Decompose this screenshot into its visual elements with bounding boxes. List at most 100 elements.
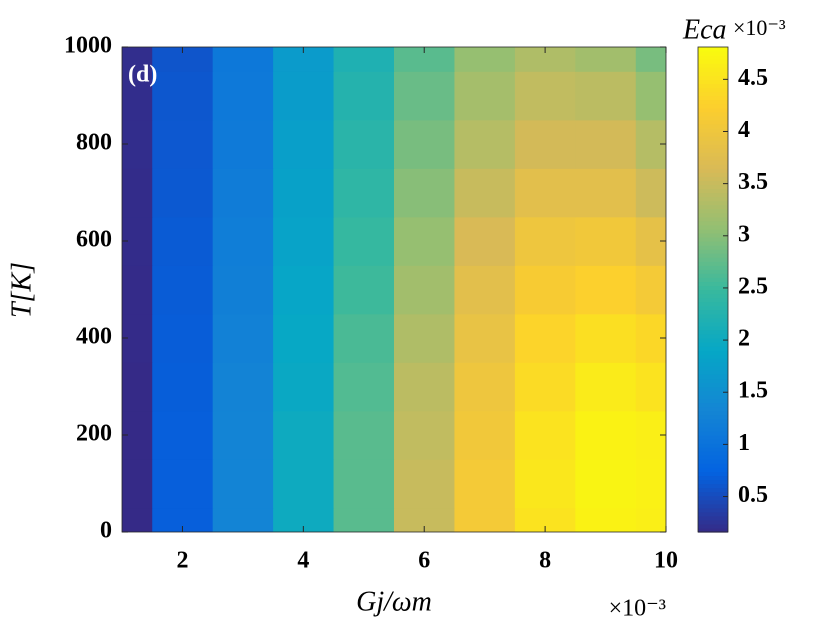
colorbar-segment — [698, 430, 728, 436]
heatmap-cell — [122, 47, 153, 72]
heatmap-cell — [514, 119, 576, 169]
heatmap-cell — [394, 459, 456, 509]
heatmap-cell — [212, 71, 274, 121]
colorbar-segment — [698, 467, 728, 472]
heatmap-cell — [333, 265, 395, 315]
colorbar-segment — [698, 309, 728, 315]
colorbar-segment — [698, 382, 728, 388]
colorbar-segment — [698, 503, 728, 509]
colorbar-segment — [698, 224, 728, 230]
colorbar-segment — [698, 394, 728, 400]
colorbar-segment — [698, 358, 728, 363]
heatmap-cell — [122, 168, 153, 218]
colorbar-tick-label: 3 — [738, 221, 750, 247]
heatmap-cell — [212, 168, 274, 218]
colorbar-segment — [698, 269, 728, 274]
heatmap-cell — [212, 410, 274, 460]
heatmap-cell — [212, 47, 274, 72]
colorbar-segment — [698, 115, 728, 121]
heatmap-cell — [333, 507, 395, 532]
heatmap-cell — [394, 410, 456, 460]
heatmap-cell — [514, 71, 576, 121]
heatmap-cell — [333, 313, 395, 363]
colorbar-segment — [698, 180, 728, 186]
colorbar-segment — [698, 451, 728, 456]
colorbar-segment — [698, 479, 728, 485]
heatmap-cell — [212, 265, 274, 315]
heatmap-cell — [454, 216, 516, 266]
colorbar-segment — [698, 47, 728, 52]
colorbar-segment — [698, 176, 728, 181]
heatmap-cell — [333, 410, 395, 460]
colorbar-segment — [698, 527, 728, 533]
colorbar-segment — [698, 483, 728, 489]
colorbar-segment — [698, 200, 728, 206]
colorbar-segment — [698, 87, 728, 93]
heatmap-cell — [212, 362, 274, 412]
heatmap-cell — [454, 71, 516, 121]
colorbar-segment — [698, 346, 728, 351]
colorbar-segment — [698, 192, 728, 198]
heatmap-cell — [635, 459, 666, 509]
colorbar-segment — [698, 83, 728, 89]
colorbar-segment — [698, 71, 728, 76]
colorbar-segment — [698, 216, 728, 222]
heatmap-cell — [333, 216, 395, 266]
colorbar-segment — [698, 75, 728, 80]
heatmap-cell — [122, 265, 153, 315]
colorbar-segment — [698, 443, 728, 448]
colorbar-segment — [698, 188, 728, 194]
heatmap-cell — [333, 168, 395, 218]
heatmap-cell — [514, 168, 576, 218]
colorbar-segment — [698, 261, 728, 266]
colorbar-segment — [698, 107, 728, 113]
colorbar-segment — [698, 329, 728, 335]
y-tick-label: 600 — [76, 227, 112, 253]
colorbar-segment — [698, 293, 728, 299]
colorbar-segment — [698, 398, 728, 404]
heatmap-cell — [575, 459, 637, 509]
heatmap-cell — [212, 216, 274, 266]
colorbar-tick-label: 2.5 — [738, 273, 768, 299]
colorbar-segment — [698, 418, 728, 424]
heatmap-cell — [454, 410, 516, 460]
colorbar-segment — [698, 99, 728, 105]
colorbar-segment — [698, 435, 728, 440]
y-tick-label: 1000 — [64, 33, 112, 59]
plot-frame — [121, 46, 667, 533]
colorbar-segment — [698, 273, 728, 278]
colorbar-segment — [698, 301, 728, 307]
colorbar-segment — [698, 67, 728, 72]
heatmap-cell — [575, 507, 637, 532]
heatmap-cell — [575, 362, 637, 412]
heatmap-cell — [454, 362, 516, 412]
colorbar-segment — [698, 127, 728, 133]
heatmap-cell — [575, 71, 637, 121]
colorbar-segment — [698, 144, 728, 149]
colorbar-segment — [698, 51, 728, 56]
colorbar-segment — [698, 139, 728, 145]
colorbar-segment — [698, 519, 728, 525]
heatmap-cell — [635, 47, 666, 72]
colorbar-segment — [698, 220, 728, 226]
colorbar-segment — [698, 55, 728, 60]
heatmap-cell — [394, 216, 456, 266]
heatmap-cell — [454, 265, 516, 315]
colorbar-segment — [698, 91, 728, 97]
colorbar-tick-label: 3.5 — [738, 169, 768, 195]
colorbar-segment — [698, 321, 728, 327]
heatmap-cell — [212, 507, 274, 532]
heatmap-cell — [273, 71, 335, 121]
colorbar-segment — [698, 333, 728, 339]
colorbar-segment — [698, 390, 728, 396]
x-tick-label: 4 — [297, 548, 309, 574]
colorbar-segment — [698, 463, 728, 468]
heatmap-cell — [514, 410, 576, 460]
y-tick-label: 400 — [76, 324, 112, 350]
colorbar-label: Eca — [682, 14, 727, 45]
heatmap-cell — [152, 265, 214, 315]
heatmap-cell — [514, 362, 576, 412]
colorbar-segment — [698, 277, 728, 283]
colorbar-segment — [698, 168, 728, 173]
